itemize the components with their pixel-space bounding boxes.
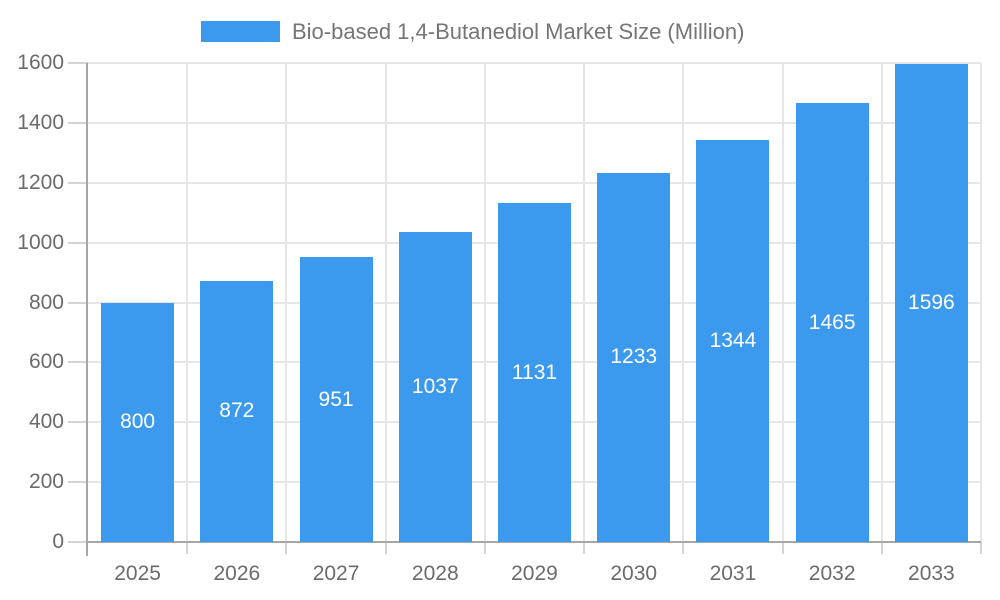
gridline-vertical [583,63,586,542]
x-axis-tick [186,542,189,554]
x-axis-tick-label: 2027 [312,562,360,585]
y-axis-tick-label: 800 [28,290,64,314]
x-axis-tick [880,542,883,554]
x-axis-tick [285,542,288,554]
x-axis-tick-label: 2031 [709,562,757,585]
y-axis-tick-label: 400 [28,410,64,434]
x-axis-tick [781,542,784,554]
gridline-vertical [980,63,982,542]
gridline-vertical [384,63,387,542]
bar-value-label: 1131 [511,360,558,384]
y-axis-tick-label: 1600 [17,51,64,74]
x-axis-tick [384,542,387,554]
gridline-vertical [186,63,189,542]
y-axis-tick [68,121,88,124]
gridline-vertical [880,63,883,542]
y-axis-line [86,63,88,556]
bar-value-label: 1344 [709,328,757,352]
bar-2031[interactable] [696,139,770,542]
y-axis-tick [68,62,88,64]
bar-2032[interactable] [795,103,869,542]
legend-swatch [201,21,280,42]
chart-legend[interactable]: Bio-based 1,4-Butanediol Market Size (Mi… [201,18,744,45]
x-axis-tick-label: 2033 [908,562,955,585]
bar-value-label: 1465 [808,310,856,334]
y-axis-tick [68,481,88,484]
bar-2030[interactable] [597,172,671,542]
bar-2029[interactable] [498,203,571,542]
x-axis-tick [583,542,586,554]
gridline-horizontal [88,121,981,124]
bar-2027[interactable] [299,257,373,542]
gridline-horizontal [88,181,981,184]
x-axis-tick [483,542,486,554]
x-axis-tick-label: 2028 [411,562,459,585]
x-axis-tick-label: 2025 [114,562,161,585]
x-axis-tick [682,542,685,554]
bar-2033[interactable] [894,64,968,542]
x-axis-line [86,541,981,543]
bar-value-label: 800 [120,410,156,434]
gridline-vertical [483,63,486,542]
bar-2025[interactable] [101,302,175,542]
y-axis-tick [68,361,88,364]
bar-2026[interactable] [200,280,274,542]
bar-value-label: 1037 [411,374,459,398]
y-axis-tick [68,301,88,304]
bar-2028[interactable] [398,231,472,542]
legend-label: Bio-based 1,4-Butanediol Market Size (Mi… [292,18,745,44]
y-axis-tick [68,541,88,543]
bar-value-label: 1596 [908,291,955,315]
y-axis-tick-label: 1200 [17,170,64,194]
x-axis-tick-label: 2026 [213,562,261,585]
x-axis-tick-label: 2032 [808,562,856,585]
x-axis-tick [980,542,982,554]
bar-value-label: 951 [318,387,354,411]
y-axis-tick [68,421,88,424]
x-axis-tick-label: 2029 [511,562,558,585]
y-axis-tick-label: 1400 [17,110,64,134]
x-axis-tick-label: 2030 [610,562,658,585]
bar-value-label: 1233 [610,345,658,369]
gridline-vertical [285,63,288,542]
y-axis-tick-label: 200 [28,470,64,494]
y-axis-tick [68,241,88,244]
gridline-vertical [781,63,784,542]
gridline-vertical [682,63,685,542]
y-axis-tick-label: 0 [52,530,64,553]
gridline-horizontal [88,62,981,64]
y-axis-tick [68,181,88,184]
y-axis-tick-label: 600 [28,350,64,374]
bar-value-label: 872 [219,399,255,423]
y-axis-tick-label: 1000 [17,230,64,254]
